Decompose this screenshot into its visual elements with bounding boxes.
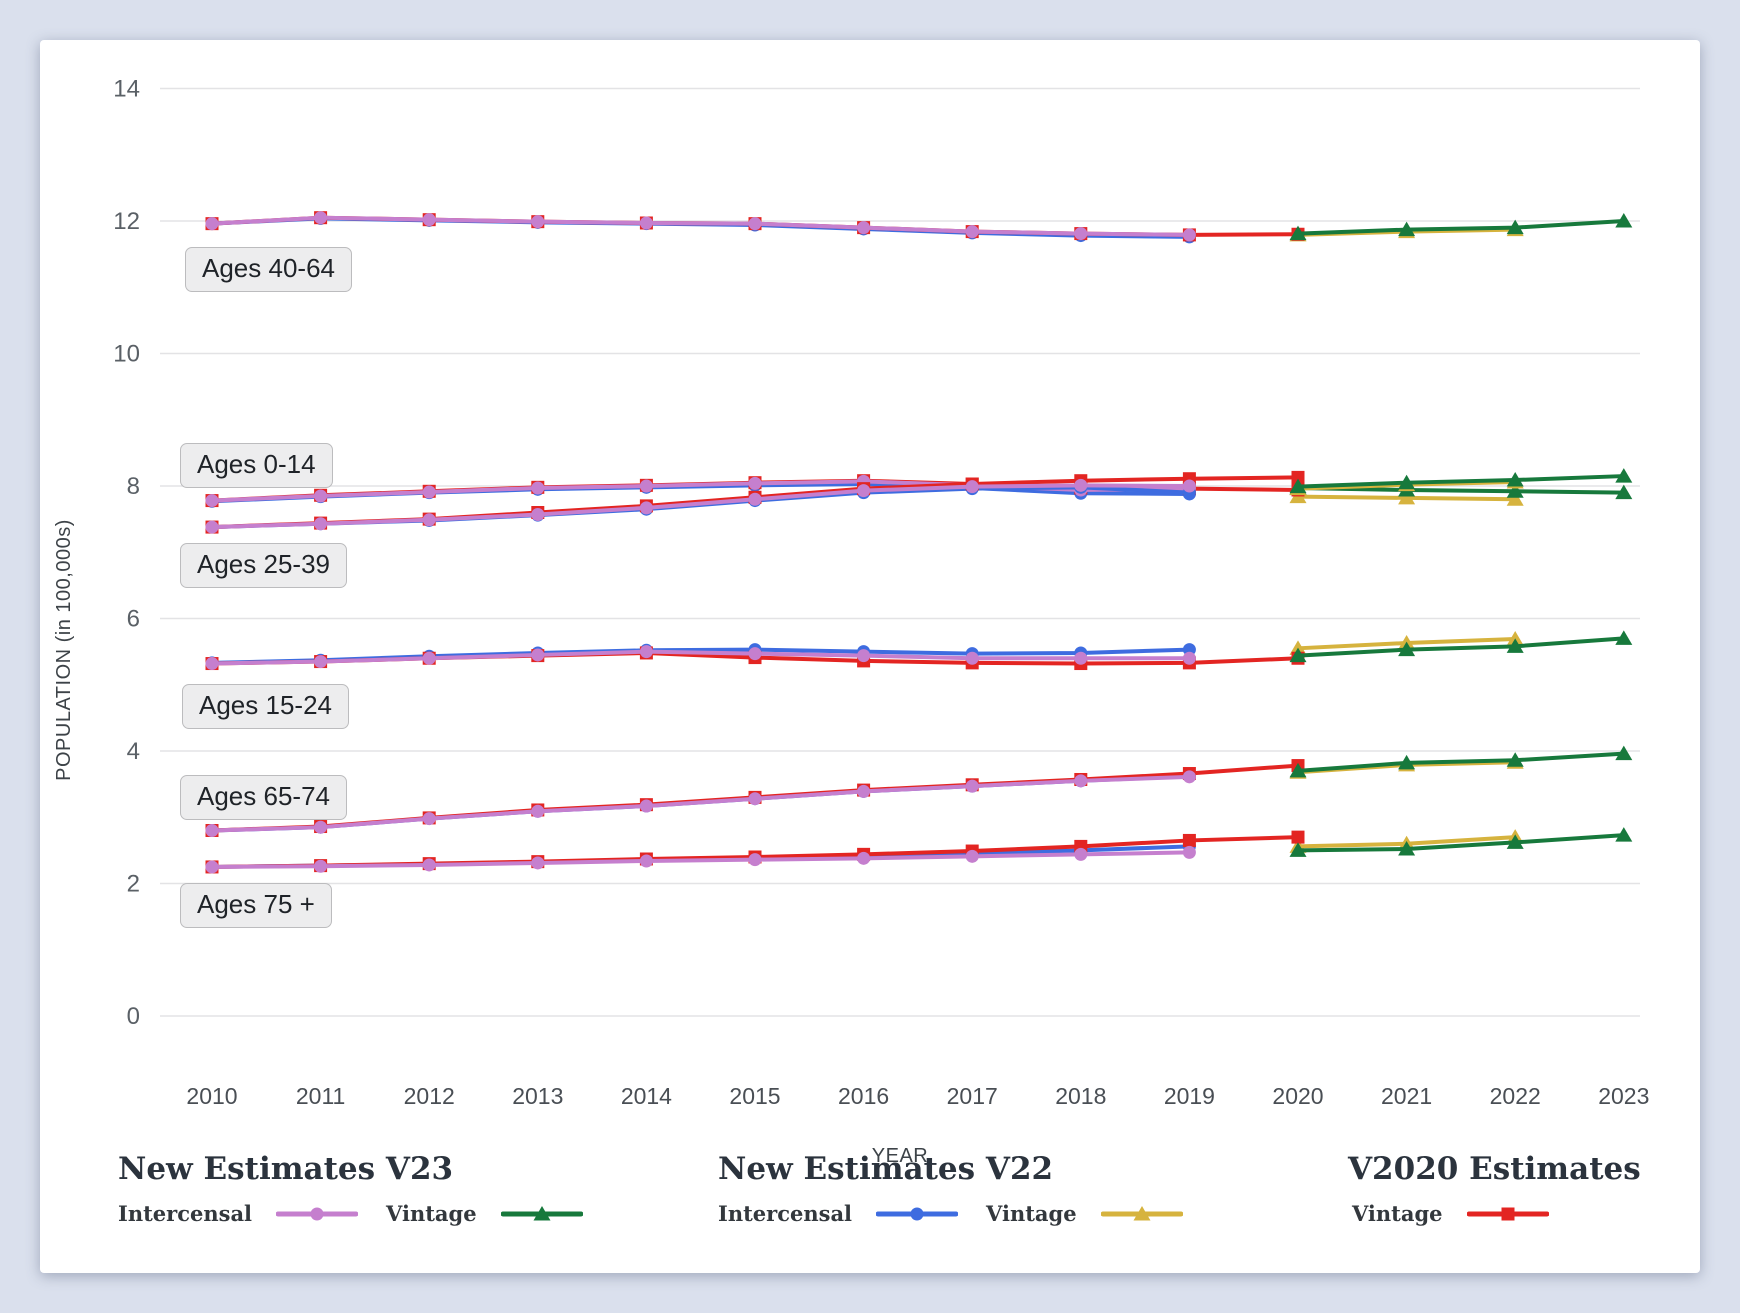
x-axis-tick: 2020 xyxy=(1272,1083,1323,1109)
y-axis-tick: 8 xyxy=(127,473,140,500)
series-v22_intercensal xyxy=(205,480,1196,534)
x-axis-tick: 2010 xyxy=(186,1083,237,1109)
legend-title-v2020: V2020 Estimates xyxy=(1348,1151,1641,1187)
x-axis-ticks: 2010 2011 2012 2013 2014 2015 2016 2017 2018 2019… xyxy=(186,1083,1649,1109)
series-v23_intercensal xyxy=(205,478,1196,534)
legend-label: Vintage xyxy=(1352,1201,1443,1227)
x-axis-tick: 2017 xyxy=(947,1083,998,1109)
age-group-label-0-14: Ages 0-14 xyxy=(180,443,333,488)
series-group-ages-75-+ xyxy=(205,827,1633,874)
age-group-label-65-74: Ages 65-74 xyxy=(180,775,347,820)
legend-group-v2020: V2020 Estimates Vintage xyxy=(1348,1152,1641,1226)
series-v23_vintage xyxy=(1289,630,1633,663)
line-circle-swatch-icon xyxy=(276,1203,359,1225)
y-axis-tick: 6 xyxy=(127,606,140,633)
y-axis-tick: 2 xyxy=(127,871,140,898)
chart-card: 0 2 4 6 8 10 12 14 2010 2011 2012 2013 2014 2015 2016 2… xyxy=(40,40,1700,1273)
legend-item-v22-intercensal: Intercensal xyxy=(718,1201,959,1227)
legend-item-v2020-vintage: Vintage xyxy=(1352,1201,1549,1226)
series-v23_intercensal xyxy=(205,845,1196,874)
x-axis-tick: 2018 xyxy=(1055,1083,1106,1109)
age-group-label-25-39: Ages 25-39 xyxy=(180,543,347,588)
x-axis-tick: 2016 xyxy=(838,1083,889,1109)
legend-label: Vintage xyxy=(386,1201,477,1227)
legend-title-v23: New Estimates V23 xyxy=(118,1151,454,1187)
line-square-swatch-icon xyxy=(1466,1203,1549,1225)
series-group-ages-40-64 xyxy=(205,211,1633,244)
legend-label: Intercensal xyxy=(718,1201,853,1227)
series-v23_vintage xyxy=(1289,468,1633,494)
line-triangle-swatch-icon xyxy=(1100,1203,1183,1225)
legend-label: Vintage xyxy=(986,1201,1077,1227)
series-v23_vintage xyxy=(1289,213,1633,241)
y-axis-tick: 0 xyxy=(127,1003,140,1030)
series-v23_vintage xyxy=(1289,827,1633,857)
legend-title-v22: New Estimates V22 xyxy=(718,1151,1054,1187)
x-axis-tick: 2011 xyxy=(296,1083,345,1109)
line-circle-swatch-icon xyxy=(876,1203,959,1225)
legend-group-v22: New Estimates V22 Intercensal Vintage xyxy=(718,1152,1183,1226)
x-axis-tick: 2012 xyxy=(404,1083,455,1109)
age-group-label-40-64: Ages 40-64 xyxy=(185,247,352,292)
age-group-label-15-24: Ages 15-24 xyxy=(182,684,349,729)
series-v23_intercensal xyxy=(205,645,1196,671)
x-axis-title: YEAR xyxy=(872,1145,928,1167)
legend-group-v23: New Estimates V23 Intercensal Vintage xyxy=(118,1152,583,1226)
legend-item-v23-intercensal: Intercensal xyxy=(118,1201,359,1227)
y-axis-tick: 14 xyxy=(113,76,140,103)
x-axis-tick: 2021 xyxy=(1381,1083,1432,1109)
y-axis-title: POPULATION (in 100,000s) xyxy=(53,519,75,781)
series-v23_vintage xyxy=(1289,745,1633,778)
series-v23_intercensal xyxy=(205,770,1196,837)
legend-label: Intercensal xyxy=(118,1201,253,1227)
line-triangle-swatch-icon xyxy=(500,1203,583,1225)
x-axis-tick: 2014 xyxy=(621,1083,672,1109)
x-axis-tick: 2023 xyxy=(1598,1083,1649,1109)
y-axis-tick: 12 xyxy=(113,208,140,235)
x-axis-tick: 2015 xyxy=(729,1083,780,1109)
x-axis-tick: 2022 xyxy=(1490,1083,1541,1109)
series-group-ages-15-24 xyxy=(205,630,1633,671)
y-axis-tick: 4 xyxy=(127,738,140,765)
legend-item-v23-vintage: Vintage xyxy=(386,1201,583,1226)
x-axis-tick: 2013 xyxy=(512,1083,563,1109)
series-group-ages-65-74 xyxy=(205,745,1633,837)
y-axis-tick: 10 xyxy=(113,341,140,368)
x-axis-tick: 2019 xyxy=(1164,1083,1215,1109)
series-group-ages-25-39 xyxy=(205,468,1633,534)
series-v23_intercensal xyxy=(205,211,1196,242)
age-group-label-75plus: Ages 75 + xyxy=(180,883,332,928)
legend-item-v22-vintage: Vintage xyxy=(986,1201,1183,1226)
